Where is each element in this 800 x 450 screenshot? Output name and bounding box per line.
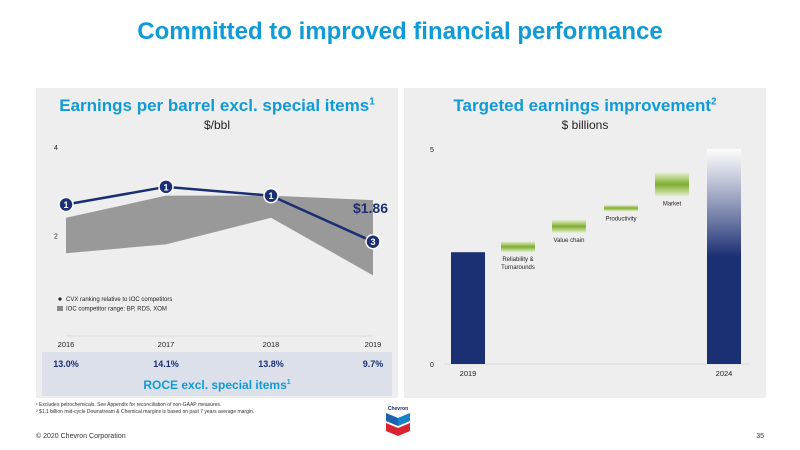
cvx-ranking-label: 1 [163, 182, 168, 192]
legend-item-ioc-range: IOC competitor range: BP, RDS, XOM [66, 307, 167, 313]
eps-2019-callout: $1.86 [353, 200, 388, 216]
x-tick-label: 2024 [716, 369, 733, 378]
roce-strip [42, 352, 392, 396]
roce-value: 14.1% [153, 359, 179, 369]
right-panel-title: Targeted earnings improvement2 [404, 96, 766, 116]
cvx-ranking-label: 3 [370, 237, 375, 247]
x-tick-label: 2017 [158, 340, 175, 349]
step-label: Reliability & [502, 257, 533, 263]
right-title-footnote-mark: 2 [711, 96, 717, 108]
roce-value: 13.8% [258, 359, 284, 369]
roce-value: 13.0% [53, 359, 79, 369]
right-panel-title-text: Targeted earnings improvement [453, 96, 712, 115]
cvx-ranking-point [158, 179, 174, 195]
footnote-2: ² $1.1 billion mid-cycle Downstream & Ch… [36, 409, 255, 415]
roce-footnote-mark: 1 [287, 379, 291, 386]
chevron-logo: Chevron [378, 404, 418, 440]
y-tick-0: 0 [430, 362, 434, 369]
cvx-ranking-label: 1 [63, 200, 68, 210]
total-bar [707, 149, 741, 364]
step-label: Productivity [605, 216, 636, 222]
step-bar [604, 204, 638, 212]
left-panel-title: Earnings per barrel excl. special items1 [36, 96, 398, 116]
step-bar [655, 172, 689, 197]
y-tick-2: 2 [54, 234, 58, 241]
roce-label-text: ROCE excl. special items [143, 378, 287, 392]
cvx-line [65, 185, 374, 243]
legend-band-swatch-icon [57, 306, 63, 311]
left-title-footnote-mark: 1 [369, 96, 375, 108]
legend-item-cvx: CVX ranking relative to IOC competitors [66, 297, 172, 303]
step-label: Value chain [554, 238, 585, 244]
legend: CVX ranking relative to IOC competitors … [57, 297, 172, 313]
y-tick-5: 5 [430, 147, 434, 154]
total-bar [451, 252, 485, 364]
targeted-earnings-panel: Targeted earnings improvement2 $ billion… [404, 88, 766, 398]
cvx-ranking-label: 1 [268, 191, 273, 201]
chevron-logo-wordmark: Chevron [388, 406, 408, 412]
cvx-ranking-point [263, 187, 279, 204]
x-tick-label: 2018 [263, 340, 280, 349]
earnings-waterfall-chart: 5 0 2019 Reliability & Turnarounds Value cha… [430, 147, 750, 378]
cvx-ranking-point [365, 233, 381, 250]
left-panel-unit: $/bbl [203, 118, 231, 132]
page-number: 35 [756, 433, 764, 440]
roce-value: 9.7% [363, 359, 384, 369]
ioc-competitor-range-band [66, 195, 373, 276]
footnote-1: ¹ Excludes petrochemicals. See Appendix … [36, 402, 222, 408]
step-bar [552, 219, 586, 233]
page-title: Committed to improved financial performa… [137, 18, 663, 45]
roce-label: ROCE excl. special items1 [143, 378, 290, 392]
y-tick-4: 4 [54, 145, 58, 152]
left-panel-title-text: Earnings per barrel excl. special items [59, 96, 370, 115]
x-tick-label: 2019 [460, 369, 477, 378]
x-tick-label: 2016 [58, 340, 75, 349]
cvx-ranking-point [58, 196, 74, 213]
step-bar [501, 241, 535, 253]
legend-dot-icon [58, 297, 62, 301]
earnings-line-chart: 1 1 1 3 2016 2017 2018 2019 4 2 13.0% 14.1% 13.8%… [42, 145, 392, 396]
step-label: Market [663, 201, 682, 207]
right-panel-unit: $ billions [561, 118, 609, 132]
step-label: Turnarounds [501, 265, 535, 271]
copyright: © 2020 Chevron Corporation [36, 433, 126, 440]
x-tick-label: 2019 [365, 340, 382, 349]
earnings-per-barrel-panel: Earnings per barrel excl. special items1… [36, 88, 398, 398]
